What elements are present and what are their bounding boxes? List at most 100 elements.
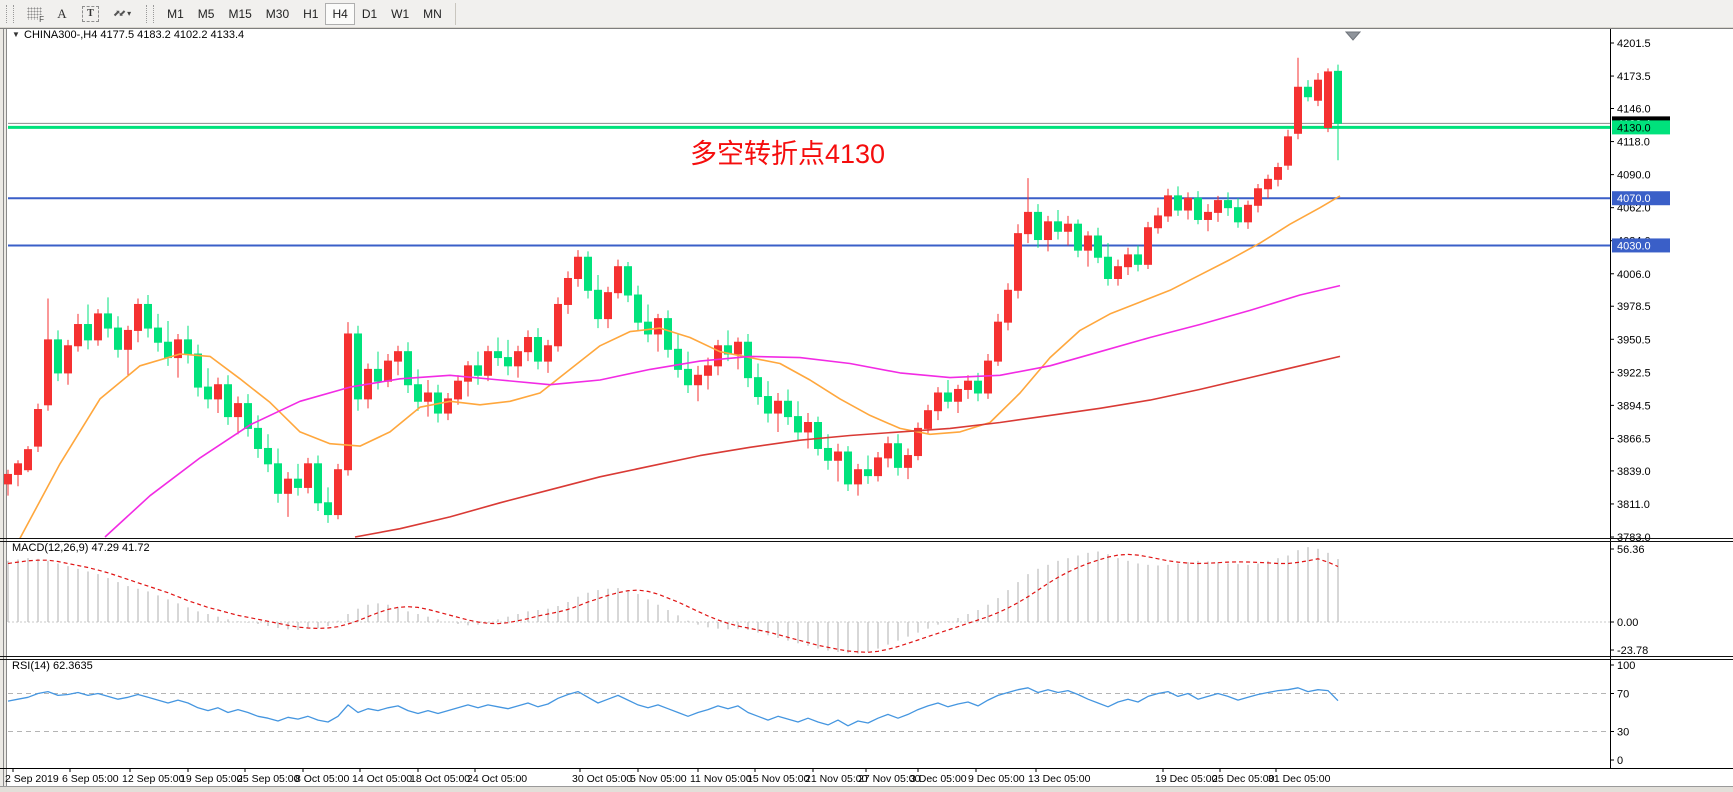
- candle[interactable]: [974, 372, 982, 402]
- candle[interactable]: [1124, 247, 1132, 275]
- candle[interactable]: [154, 313, 162, 352]
- candle[interactable]: [34, 403, 42, 453]
- candle[interactable]: [1224, 192, 1232, 216]
- candle[interactable]: [754, 363, 762, 405]
- text-label-button[interactable]: T: [75, 3, 106, 25]
- candle[interactable]: [1164, 188, 1172, 222]
- candle[interactable]: [384, 354, 392, 388]
- candle[interactable]: [894, 434, 902, 476]
- candle[interactable]: [44, 298, 52, 411]
- candle[interactable]: [544, 339, 552, 373]
- timeframe-m15-button[interactable]: M15: [228, 6, 252, 21]
- candle[interactable]: [24, 446, 32, 473]
- candle[interactable]: [954, 384, 962, 414]
- candle[interactable]: [1154, 207, 1162, 234]
- candle[interactable]: [884, 436, 892, 468]
- candle[interactable]: [74, 313, 82, 352]
- candle[interactable]: [94, 309, 102, 346]
- candle[interactable]: [604, 286, 612, 329]
- candle[interactable]: [774, 392, 782, 432]
- candle[interactable]: [344, 322, 352, 476]
- candle[interactable]: [574, 250, 582, 287]
- candle[interactable]: [624, 261, 632, 303]
- candle[interactable]: [504, 339, 512, 376]
- candle[interactable]: [1044, 215, 1052, 252]
- candle[interactable]: [594, 274, 602, 329]
- candle[interactable]: [514, 345, 522, 378]
- candle[interactable]: [1034, 204, 1042, 248]
- candle[interactable]: [284, 472, 292, 517]
- candle[interactable]: [64, 339, 72, 385]
- candle[interactable]: [424, 380, 432, 417]
- candle[interactable]: [374, 351, 382, 390]
- candle[interactable]: [234, 396, 242, 435]
- candle[interactable]: [764, 381, 772, 423]
- candle[interactable]: [1324, 68, 1332, 133]
- candle[interactable]: [454, 375, 462, 405]
- new-order-button[interactable]: F: [20, 3, 49, 25]
- candle[interactable]: [1234, 198, 1242, 228]
- candle[interactable]: [534, 328, 542, 370]
- candle[interactable]: [1184, 192, 1192, 220]
- candle[interactable]: [794, 401, 802, 441]
- candle[interactable]: [1134, 245, 1142, 272]
- candle[interactable]: [1304, 80, 1312, 102]
- candle[interactable]: [914, 422, 922, 461]
- candle[interactable]: [494, 337, 502, 366]
- candle[interactable]: [664, 310, 672, 358]
- timeframe-m30-button[interactable]: M30: [265, 6, 290, 21]
- cursor-a-button[interactable]: A: [49, 3, 75, 25]
- candle[interactable]: [394, 345, 402, 376]
- candle[interactable]: [724, 330, 732, 362]
- candle[interactable]: [804, 413, 812, 449]
- candle[interactable]: [404, 342, 412, 393]
- candle[interactable]: [1074, 219, 1082, 258]
- candle[interactable]: [694, 365, 702, 402]
- candle[interactable]: [1274, 162, 1282, 187]
- candle[interactable]: [214, 377, 222, 414]
- candle[interactable]: [1214, 195, 1222, 222]
- toolbar-drag-handle[interactable]: [6, 4, 14, 23]
- candle[interactable]: [1194, 191, 1202, 225]
- candle[interactable]: [744, 333, 752, 388]
- chart-collapse-icon[interactable]: ▼: [12, 30, 20, 39]
- timeframe-mn-button[interactable]: MN: [423, 6, 442, 21]
- candle[interactable]: [684, 351, 692, 393]
- candle[interactable]: [1294, 57, 1302, 140]
- candle[interactable]: [174, 333, 182, 378]
- candle[interactable]: [714, 339, 722, 376]
- candle[interactable]: [1264, 174, 1272, 199]
- candle[interactable]: [164, 320, 172, 366]
- candle[interactable]: [294, 463, 302, 496]
- candle[interactable]: [224, 375, 232, 425]
- candle[interactable]: [134, 298, 142, 343]
- candle[interactable]: [304, 457, 312, 494]
- candle[interactable]: [844, 446, 852, 491]
- candle[interactable]: [244, 394, 252, 437]
- candle[interactable]: [1314, 73, 1322, 107]
- timeframe-m5-button[interactable]: M5: [197, 6, 215, 21]
- candle[interactable]: [1024, 178, 1032, 244]
- candle[interactable]: [1054, 210, 1062, 240]
- candle[interactable]: [784, 389, 792, 425]
- arrows-tool-button[interactable]: ⬈⬋ ▾: [106, 3, 138, 25]
- candle[interactable]: [994, 313, 1002, 366]
- price-axis[interactable]: 4201.54173.54146.04118.04090.04062.04034…: [1610, 29, 1670, 768]
- candle[interactable]: [1114, 259, 1122, 286]
- candle[interactable]: [104, 297, 112, 338]
- candle[interactable]: [54, 330, 62, 382]
- candle[interactable]: [1094, 227, 1102, 264]
- down-arrow-marker-icon[interactable]: [1344, 31, 1362, 41]
- toolbar-drag-handle-2[interactable]: [146, 4, 155, 23]
- candle[interactable]: [184, 325, 192, 364]
- candle[interactable]: [1174, 186, 1182, 216]
- candle[interactable]: [854, 463, 862, 496]
- candle[interactable]: [14, 460, 22, 487]
- candle[interactable]: [204, 368, 212, 409]
- candle[interactable]: [834, 443, 842, 482]
- candle[interactable]: [864, 455, 872, 484]
- candle[interactable]: [144, 295, 152, 338]
- candle[interactable]: [654, 313, 662, 352]
- candle[interactable]: [194, 344, 202, 397]
